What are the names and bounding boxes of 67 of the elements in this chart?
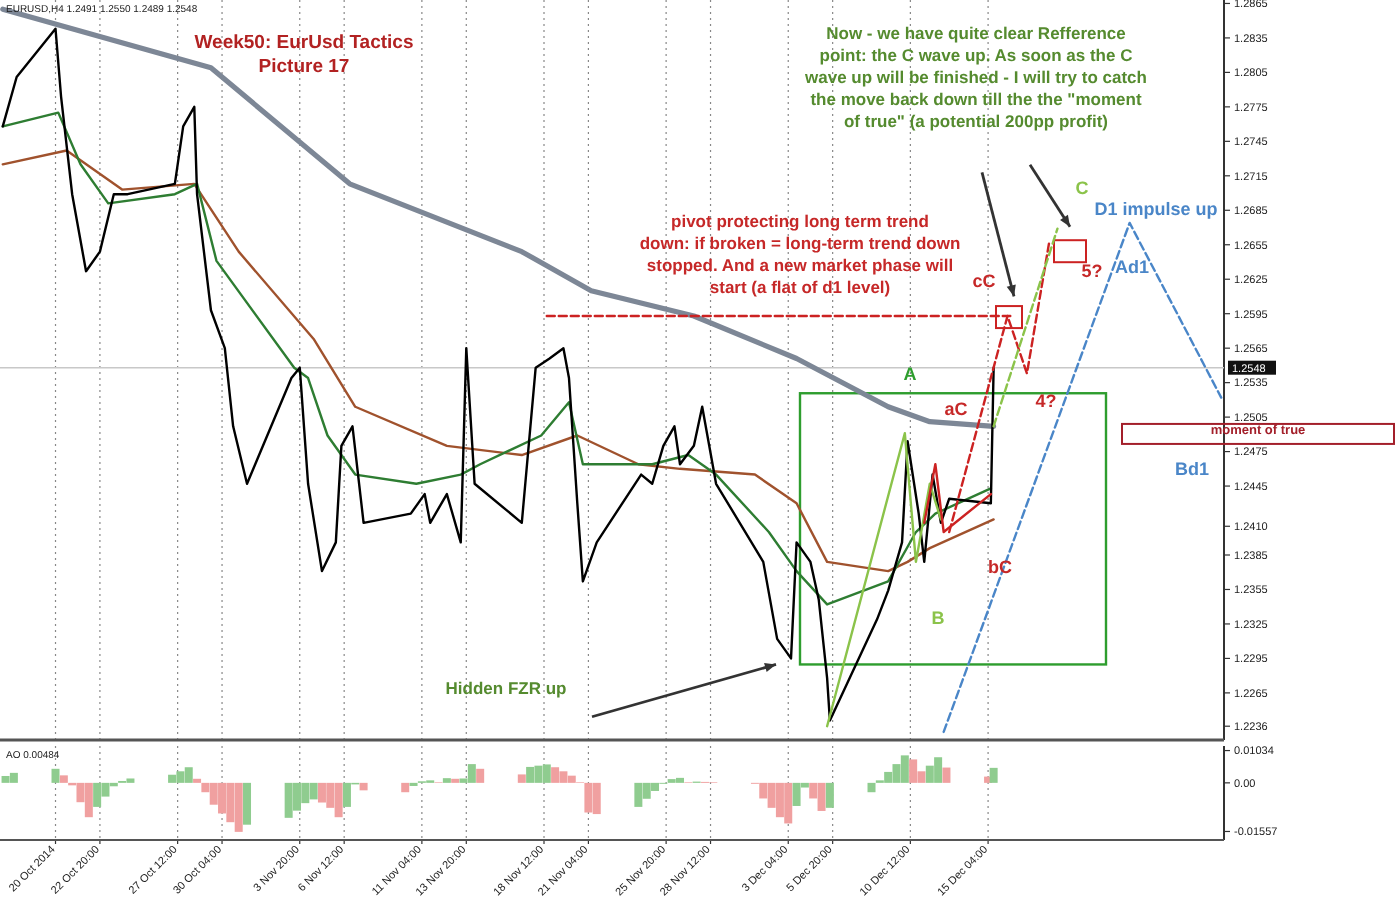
bar [84, 782, 93, 818]
annotation: B [931, 607, 946, 628]
annotation: Bd1 [1174, 458, 1210, 479]
bar [317, 782, 326, 803]
bar [551, 767, 560, 783]
annotation: Now - we have quite clear Refference point: the C wave up. As soon as the C wave up will be finished - I will try to catch the move back down till the the "moment of true" (a potential 200pp profit) [803, 22, 1147, 131]
bar [234, 782, 243, 832]
bar [942, 767, 951, 783]
line-series [0, 6, 997, 429]
bar [59, 775, 68, 783]
annotation: pivot protecting long term trend down: if broken = long-term trend down stopped. And a new market phase will start (a flat of d1 level) [639, 210, 961, 297]
bar [900, 755, 909, 783]
bar [359, 782, 368, 791]
annotation: Hidden FZR up [445, 677, 567, 698]
bar [168, 774, 177, 783]
bar [909, 759, 918, 783]
bar [567, 775, 576, 783]
annotation: Ad1 [1114, 257, 1150, 278]
annotation: aC [944, 398, 969, 419]
bar [51, 768, 60, 783]
bar [542, 764, 551, 783]
bar [867, 782, 876, 793]
line-series [825, 432, 943, 728]
bar [651, 782, 660, 791]
bar [184, 767, 193, 783]
bar [534, 765, 543, 783]
bar [476, 768, 485, 783]
bar [784, 782, 793, 824]
bar [817, 782, 826, 811]
bar [292, 782, 301, 811]
bar [584, 782, 593, 813]
bar [642, 782, 651, 799]
bar [309, 782, 318, 800]
text: Week50: EurUsd Tactics Picture 17 [194, 32, 414, 78]
bar [526, 766, 535, 783]
bar [243, 782, 252, 825]
bar [342, 782, 351, 807]
bar [925, 765, 934, 783]
annotation: A [903, 363, 918, 384]
bar [334, 782, 343, 818]
bar [176, 771, 185, 783]
bar [559, 771, 568, 783]
bar [989, 767, 998, 783]
bar [825, 782, 834, 808]
bar [301, 782, 310, 804]
annotation: C [1075, 177, 1090, 198]
bar [792, 782, 801, 806]
bar [517, 774, 526, 783]
annotation: 5? [1081, 261, 1103, 282]
bar [934, 757, 943, 783]
bar [775, 782, 784, 818]
bar [284, 782, 293, 818]
bar [209, 782, 218, 805]
annotation: D1 impulse up [1094, 199, 1219, 220]
bar [1, 775, 10, 783]
annotation: cC [972, 270, 997, 291]
bar [884, 771, 893, 783]
bar [634, 782, 643, 807]
bar [9, 772, 18, 783]
bar [218, 782, 227, 814]
bar [93, 782, 102, 807]
bar [592, 782, 601, 815]
annotation: bC [988, 557, 1013, 578]
annotation: 4? [1035, 390, 1057, 411]
bar [401, 782, 410, 793]
bar [467, 764, 476, 783]
bar [676, 777, 684, 783]
